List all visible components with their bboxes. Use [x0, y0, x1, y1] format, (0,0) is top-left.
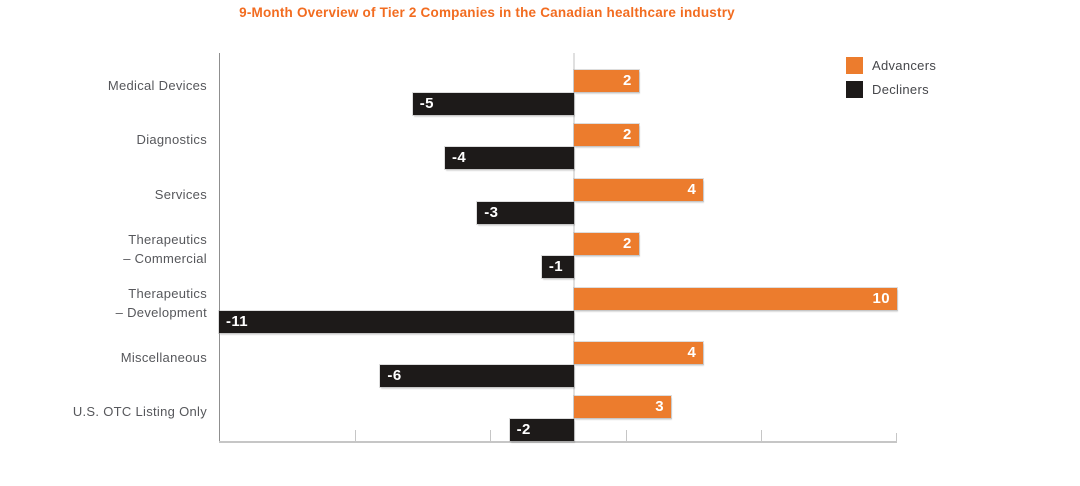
x-axis-tick [354, 430, 356, 443]
legend: Advancers Decliners [846, 57, 936, 105]
advancers-swatch-icon [846, 57, 863, 74]
x-axis-tick [490, 430, 492, 443]
advancer-value-label: 3 [655, 398, 664, 416]
decliner-value-label: -4 [452, 149, 467, 167]
decliner-value-label: -1 [548, 258, 563, 276]
advancer-value-label: 10 [872, 289, 890, 307]
advancer-bar: 4 [574, 342, 704, 364]
advancer-bar: 2 [574, 124, 639, 147]
decliner-value-label: -11 [226, 312, 249, 330]
x-axis-tick [625, 430, 627, 443]
legend-label: Advancers [872, 58, 937, 73]
decliner-value-label: -2 [516, 421, 531, 439]
legend-item-decliners: Decliners [846, 81, 936, 98]
advancer-bar: 10 [574, 287, 897, 310]
legend-label: Decliners [872, 82, 929, 97]
category-label: Therapeutics – Commercial [123, 231, 207, 266]
decliner-bar: -11 [219, 310, 575, 333]
decliner-value-label: -6 [387, 367, 402, 384]
decliner-bar: -3 [477, 201, 575, 224]
decliners-swatch-icon [846, 81, 863, 98]
advancer-bar: 2 [574, 233, 639, 256]
decliner-value-label: -5 [419, 95, 434, 112]
advancer-value-label: 2 [622, 126, 632, 144]
advancer-bar: 3 [574, 396, 671, 419]
decliner-value-label: -3 [484, 203, 499, 221]
decliner-bar: -6 [380, 365, 575, 387]
plot-area: 2 -5 2 -4 4 -3 2 -1 10 -11 4 -6 3 -2 [219, 53, 897, 443]
decliner-bar: -5 [412, 93, 575, 115]
advancer-bar: 2 [574, 70, 639, 92]
decliner-bar: -1 [541, 256, 575, 279]
category-label: Miscellaneous [120, 350, 207, 365]
advancer-value-label: 4 [687, 344, 697, 361]
x-axis-line [219, 441, 897, 443]
y-axis-line [219, 53, 220, 443]
category-labels: Medical Devices Diagnostics Services Therap… [0, 53, 207, 443]
advancer-value-label: 4 [687, 180, 697, 198]
category-label: U.S. OTC Listing Only [72, 404, 207, 420]
category-label: Medical Devices [107, 78, 207, 93]
x-axis-tick [761, 430, 763, 443]
category-label: Services [154, 186, 207, 202]
advancer-bar: 4 [574, 178, 704, 201]
decliner-bar: -4 [445, 147, 575, 170]
decliner-bar: -2 [509, 419, 575, 442]
category-label: Diagnostics [136, 132, 207, 148]
category-label: Therapeutics – Development [115, 286, 207, 321]
legend-item-advancers: Advancers [846, 57, 936, 74]
x-axis-end-tick [896, 433, 897, 443]
advancer-value-label: 2 [622, 235, 632, 253]
chart-title: 9-Month Overview of Tier 2 Companies in … [239, 5, 735, 20]
advancer-value-label: 2 [622, 72, 632, 89]
